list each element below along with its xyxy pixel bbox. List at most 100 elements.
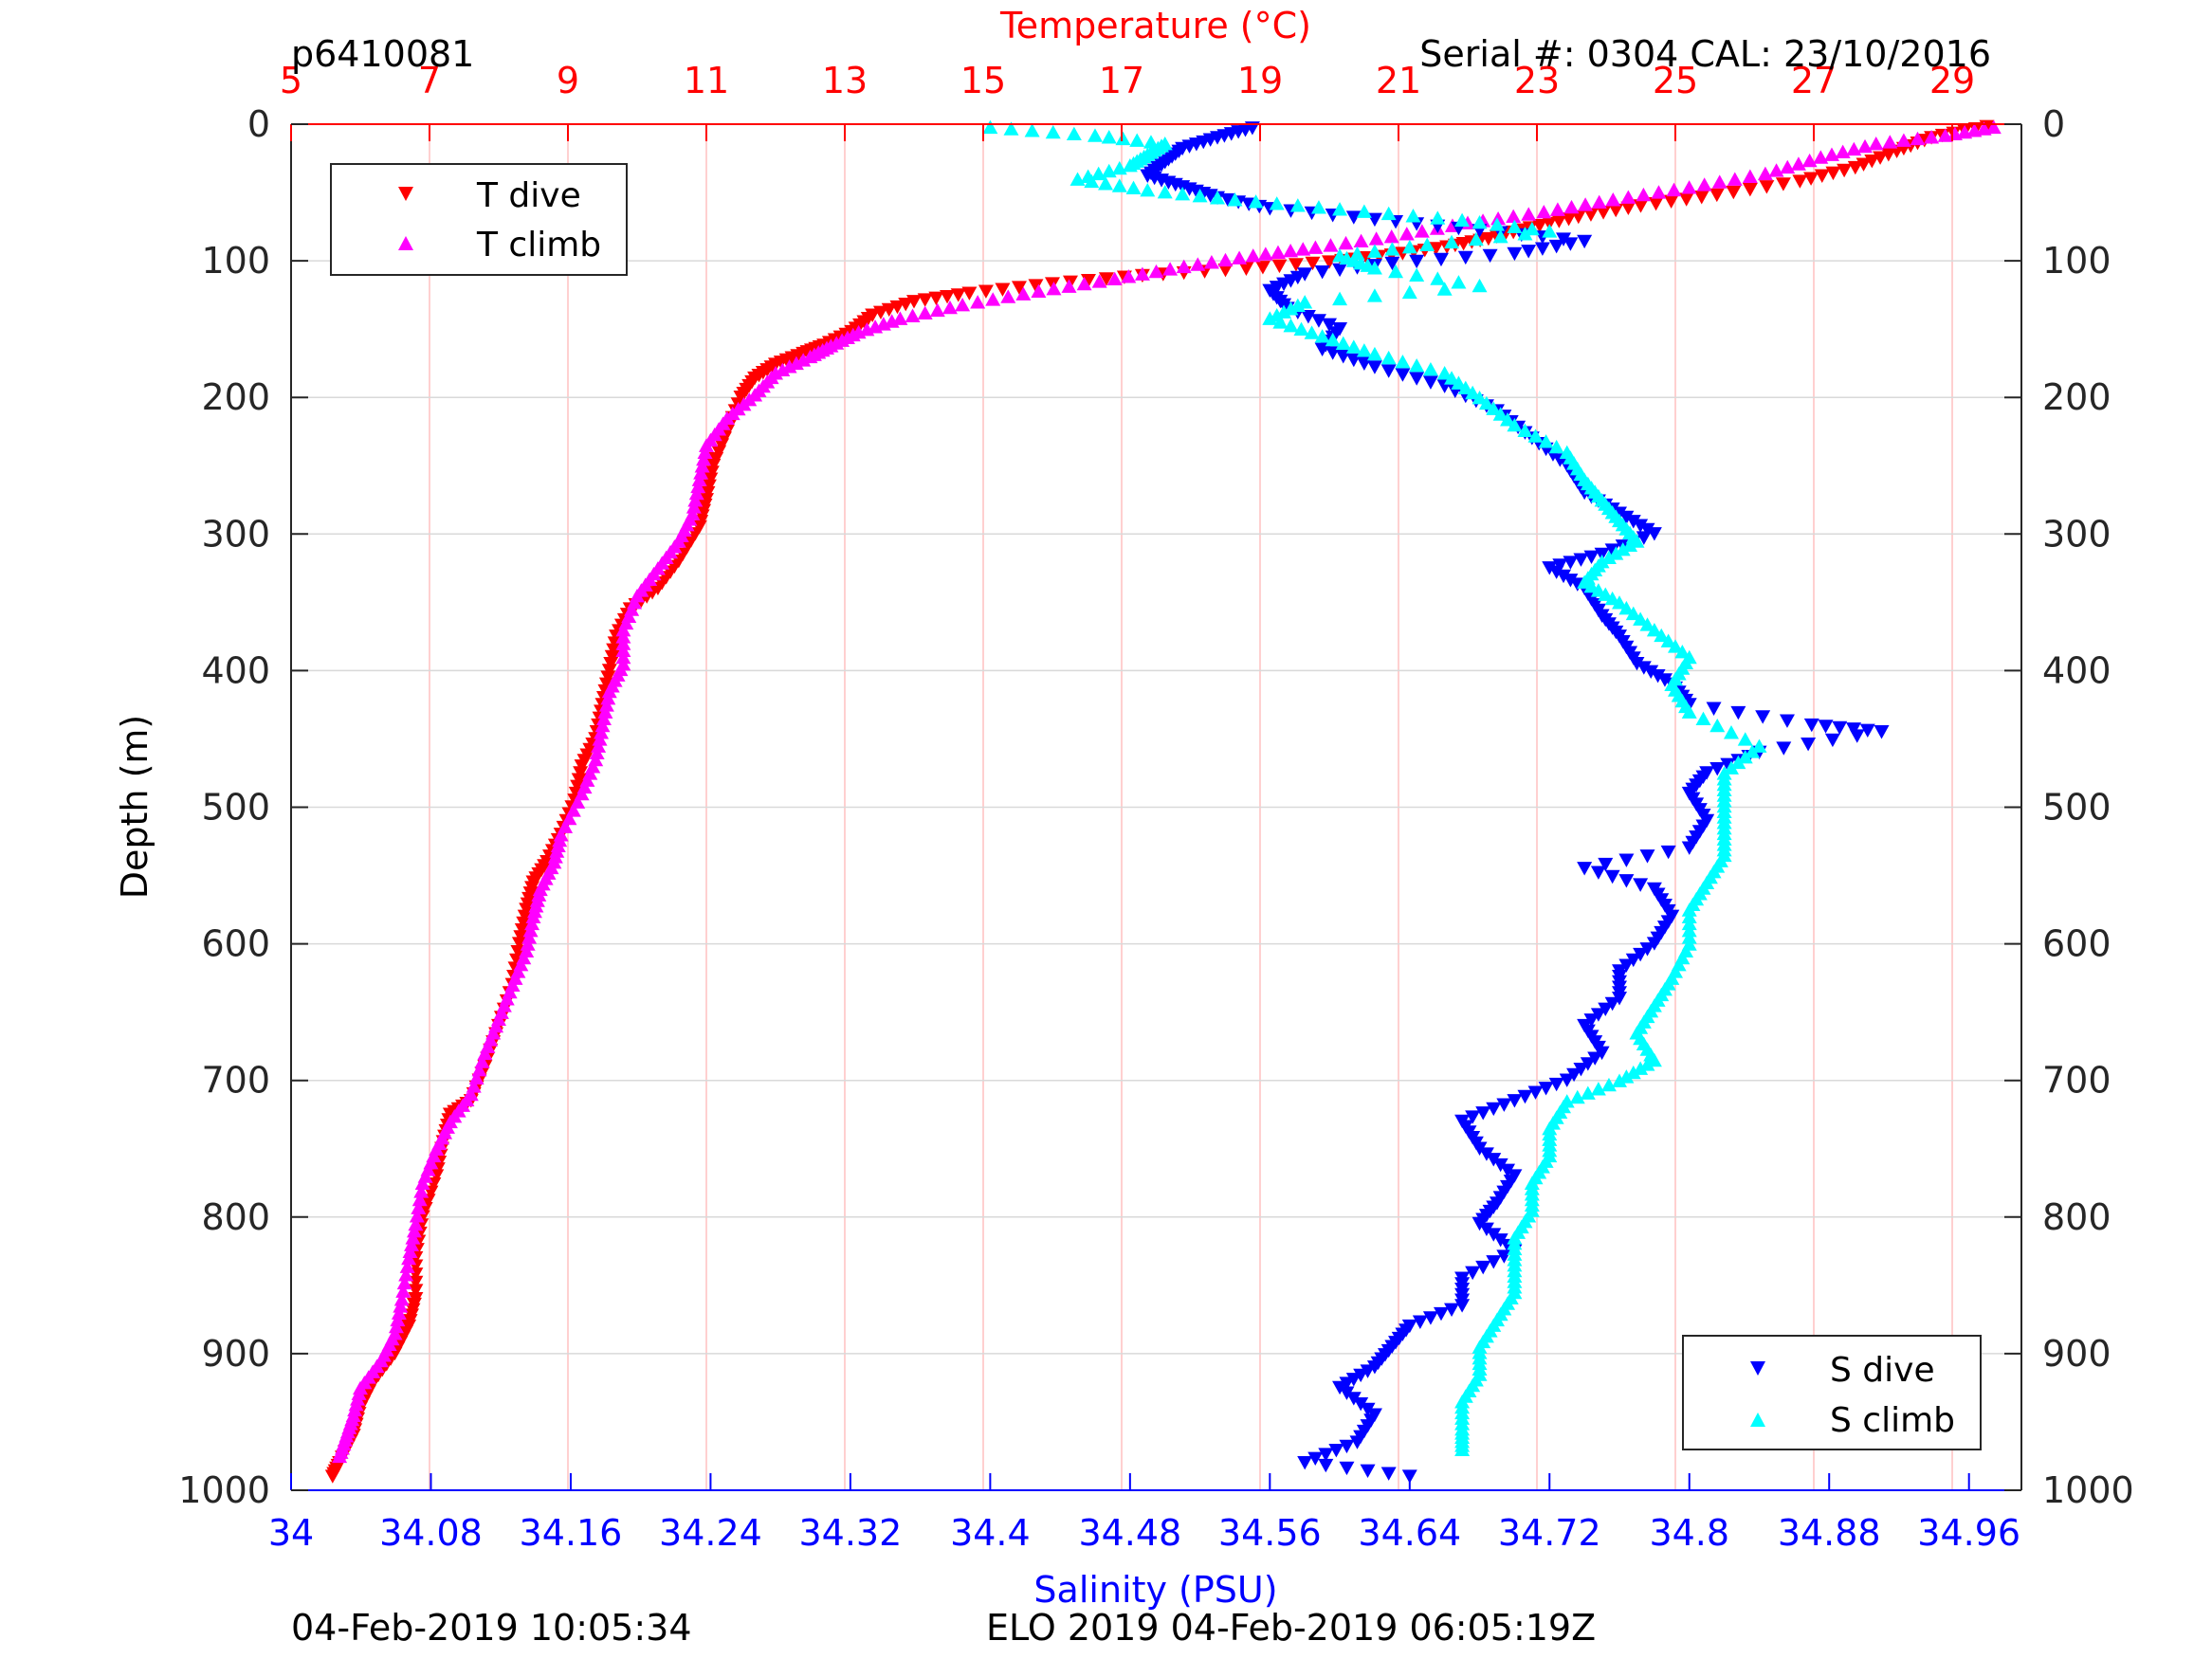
data-point	[982, 119, 998, 135]
data-point-interp	[1947, 126, 1963, 140]
data-point-interp	[1801, 153, 1818, 168]
data-point	[1384, 256, 1400, 271]
data-point-interp	[1366, 288, 1382, 302]
salinity-tick-label: 34.4	[950, 1512, 1031, 1554]
data-point-interp	[411, 1200, 427, 1214]
axes-frame	[290, 123, 2022, 1491]
temperature-tick-label: 11	[684, 60, 729, 101]
data-point	[1507, 1094, 1523, 1108]
data-point-interp	[517, 909, 533, 923]
data-point-interp	[1162, 262, 1179, 276]
data-point	[1751, 738, 1767, 753]
data-point-interp	[398, 1267, 414, 1282]
depth-axis-title: Depth (m)	[114, 715, 155, 900]
data-point-interp	[520, 937, 536, 951]
data-point-interp	[1775, 177, 1791, 191]
temperature-tick-label: 29	[1929, 60, 1975, 101]
data-point-interp	[1620, 190, 1636, 204]
data-point-interp	[1422, 362, 1438, 376]
data-point	[1646, 622, 1662, 637]
data-point	[324, 1469, 340, 1484]
depth-tick-label-right: 0	[2042, 103, 2065, 145]
depth-tick-label-right: 100	[2042, 240, 2111, 282]
data-point-interp	[413, 1184, 430, 1198]
data-point-interp	[598, 677, 614, 692]
data-point-interp	[1148, 264, 1164, 279]
data-point-interp	[1111, 160, 1127, 175]
data-point	[1472, 1141, 1488, 1156]
data-point-interp	[1636, 531, 1652, 545]
data-point-interp	[1217, 252, 1234, 267]
data-point	[1507, 417, 1523, 432]
data-point-interp	[1957, 124, 1973, 139]
salinity-tick-label: 34.72	[1498, 1512, 1601, 1554]
data-point-interp	[1654, 628, 1670, 643]
data-point-interp	[1656, 673, 1673, 687]
data-point-interp	[1730, 755, 1746, 770]
data-point-interp	[1000, 289, 1016, 303]
data-point	[1612, 992, 1628, 1006]
data-point-interp	[1556, 232, 1572, 246]
data-point-interp	[1444, 371, 1460, 385]
data-point-interp	[1380, 1467, 1397, 1481]
data-point-interp	[1506, 209, 1522, 224]
data-point-interp	[1465, 1266, 1481, 1281]
data-point-interp	[875, 317, 891, 331]
data-point-interp	[1625, 606, 1641, 621]
data-point-interp	[1582, 208, 1599, 222]
salinity-legend-box	[1682, 1335, 1982, 1450]
data-point	[1985, 119, 2002, 135]
data-point-interp	[1618, 874, 1635, 888]
data-point-interp	[1583, 1013, 1600, 1028]
data-point-interp	[1409, 254, 1425, 269]
data-point	[1227, 192, 1243, 207]
data-point-interp	[1339, 1376, 1355, 1391]
data-point-interp	[571, 773, 587, 787]
data-point-interp	[1380, 206, 1397, 221]
data-point	[1314, 329, 1330, 343]
data-point-interp	[408, 1284, 424, 1298]
data-point-interp	[1837, 163, 1853, 178]
data-point	[1031, 283, 1047, 299]
data-point-interp	[615, 629, 631, 644]
data-point	[1874, 725, 1890, 739]
data-point-interp	[1569, 1089, 1585, 1104]
data-point-interp	[1496, 1098, 1512, 1112]
temperature-tick-label: 21	[1376, 60, 1421, 101]
data-point-interp	[1500, 412, 1516, 427]
data-point-interp	[708, 451, 724, 466]
data-point-interp	[1028, 279, 1044, 293]
data-point-interp	[1548, 239, 1564, 254]
data-point-interp	[1639, 617, 1655, 631]
data-point-interp	[1643, 665, 1659, 680]
data-point-interp	[1232, 250, 1248, 264]
data-point-interp	[1011, 281, 1027, 295]
serial-cal-label: Serial #: 0304 CAL: 23/10/2016	[1419, 33, 1991, 75]
data-point	[961, 286, 978, 301]
salinity-tick-label: 34.24	[659, 1512, 762, 1554]
data-point	[1454, 1299, 1471, 1313]
data-point	[574, 759, 590, 774]
data-point-interp	[1045, 124, 1061, 139]
data-point-interp	[1538, 1082, 1554, 1096]
salinity-axis-title: Salinity (PSU)	[1033, 1569, 1277, 1611]
depth-tick-label-left: 1000	[178, 1469, 270, 1511]
data-point-interp	[1492, 1233, 1508, 1248]
depth-tick-label-right: 800	[2042, 1196, 2111, 1238]
data-point-interp	[1693, 191, 1709, 205]
depth-tick-label-left: 900	[201, 1333, 270, 1375]
data-point-interp	[1305, 256, 1321, 271]
data-point-interp	[1696, 177, 1712, 191]
data-point	[955, 298, 971, 312]
t-dive-legend-label: T dive	[476, 176, 581, 215]
data-point	[414, 1176, 430, 1190]
series-s-climb	[982, 119, 1767, 1456]
data-point-interp	[693, 465, 709, 480]
temperature-tick-label: 23	[1514, 60, 1560, 101]
data-point	[1366, 261, 1382, 275]
data-point-interp	[1353, 1397, 1369, 1412]
data-point-interp	[1527, 428, 1544, 443]
data-point	[1792, 174, 1808, 189]
data-point-interp	[1534, 242, 1550, 256]
data-point-interp	[1633, 611, 1649, 626]
